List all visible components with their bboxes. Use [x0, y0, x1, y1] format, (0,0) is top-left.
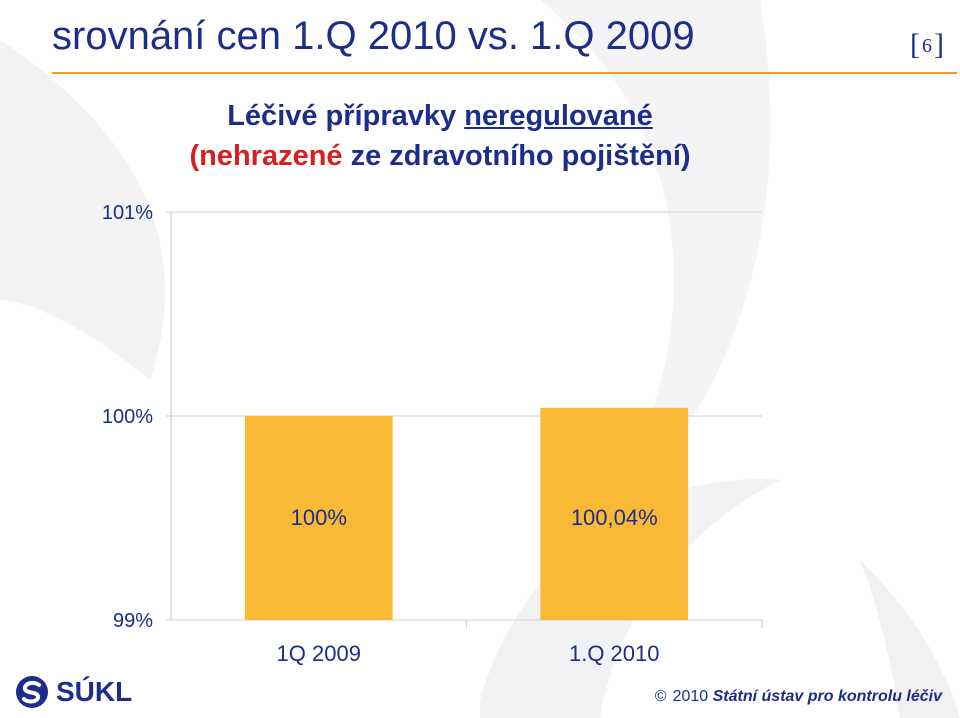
title-underline-rule: [52, 72, 957, 74]
page-title: srovnání cen 1.Q 2010 vs. 1.Q 2009: [52, 14, 695, 58]
bar: [244, 416, 393, 620]
sukl-logo-icon: [16, 676, 48, 708]
page-number-value: 6: [922, 35, 932, 57]
page-number: [6]: [910, 28, 944, 62]
x-category-label: 1.Q 2010: [569, 641, 660, 666]
y-tick-label: 99%: [113, 610, 153, 632]
copyright-year: 2010: [672, 688, 709, 705]
chart-subtitle-line2: (nehrazené ze zdravotního pojištění): [0, 140, 880, 173]
bar-data-label: 100,04%: [571, 505, 658, 530]
bar: [540, 407, 689, 620]
subtitle-part-underlined: neregulované: [464, 100, 653, 132]
page-number-open-bracket: [: [910, 28, 920, 61]
subtitle-part-rest: ze zdravotního pojištění): [342, 140, 691, 172]
page-number-close-bracket: ]: [934, 28, 944, 61]
logo-text: SÚKL: [56, 676, 133, 707]
y-tick-label: 100%: [102, 406, 153, 428]
subtitle-part-plain: Léčivé přípravky: [227, 100, 465, 132]
bar-data-label: 100%: [291, 505, 347, 530]
subtitle-part-red: (nehrazené: [189, 140, 343, 172]
sukl-logo: SÚKL: [14, 674, 132, 710]
organization-name: Státní ústav pro kontrolu léčiv: [712, 688, 942, 705]
copyright-symbol: ©: [654, 688, 667, 705]
chart-subtitle-line1: Léčivé přípravky neregulované: [0, 100, 880, 133]
footer-copyright: © 2010 Státní ústav pro kontrolu léčiv: [655, 688, 942, 706]
y-tick-label: 101%: [102, 202, 153, 224]
x-category-label: 1Q 2009: [277, 641, 361, 666]
